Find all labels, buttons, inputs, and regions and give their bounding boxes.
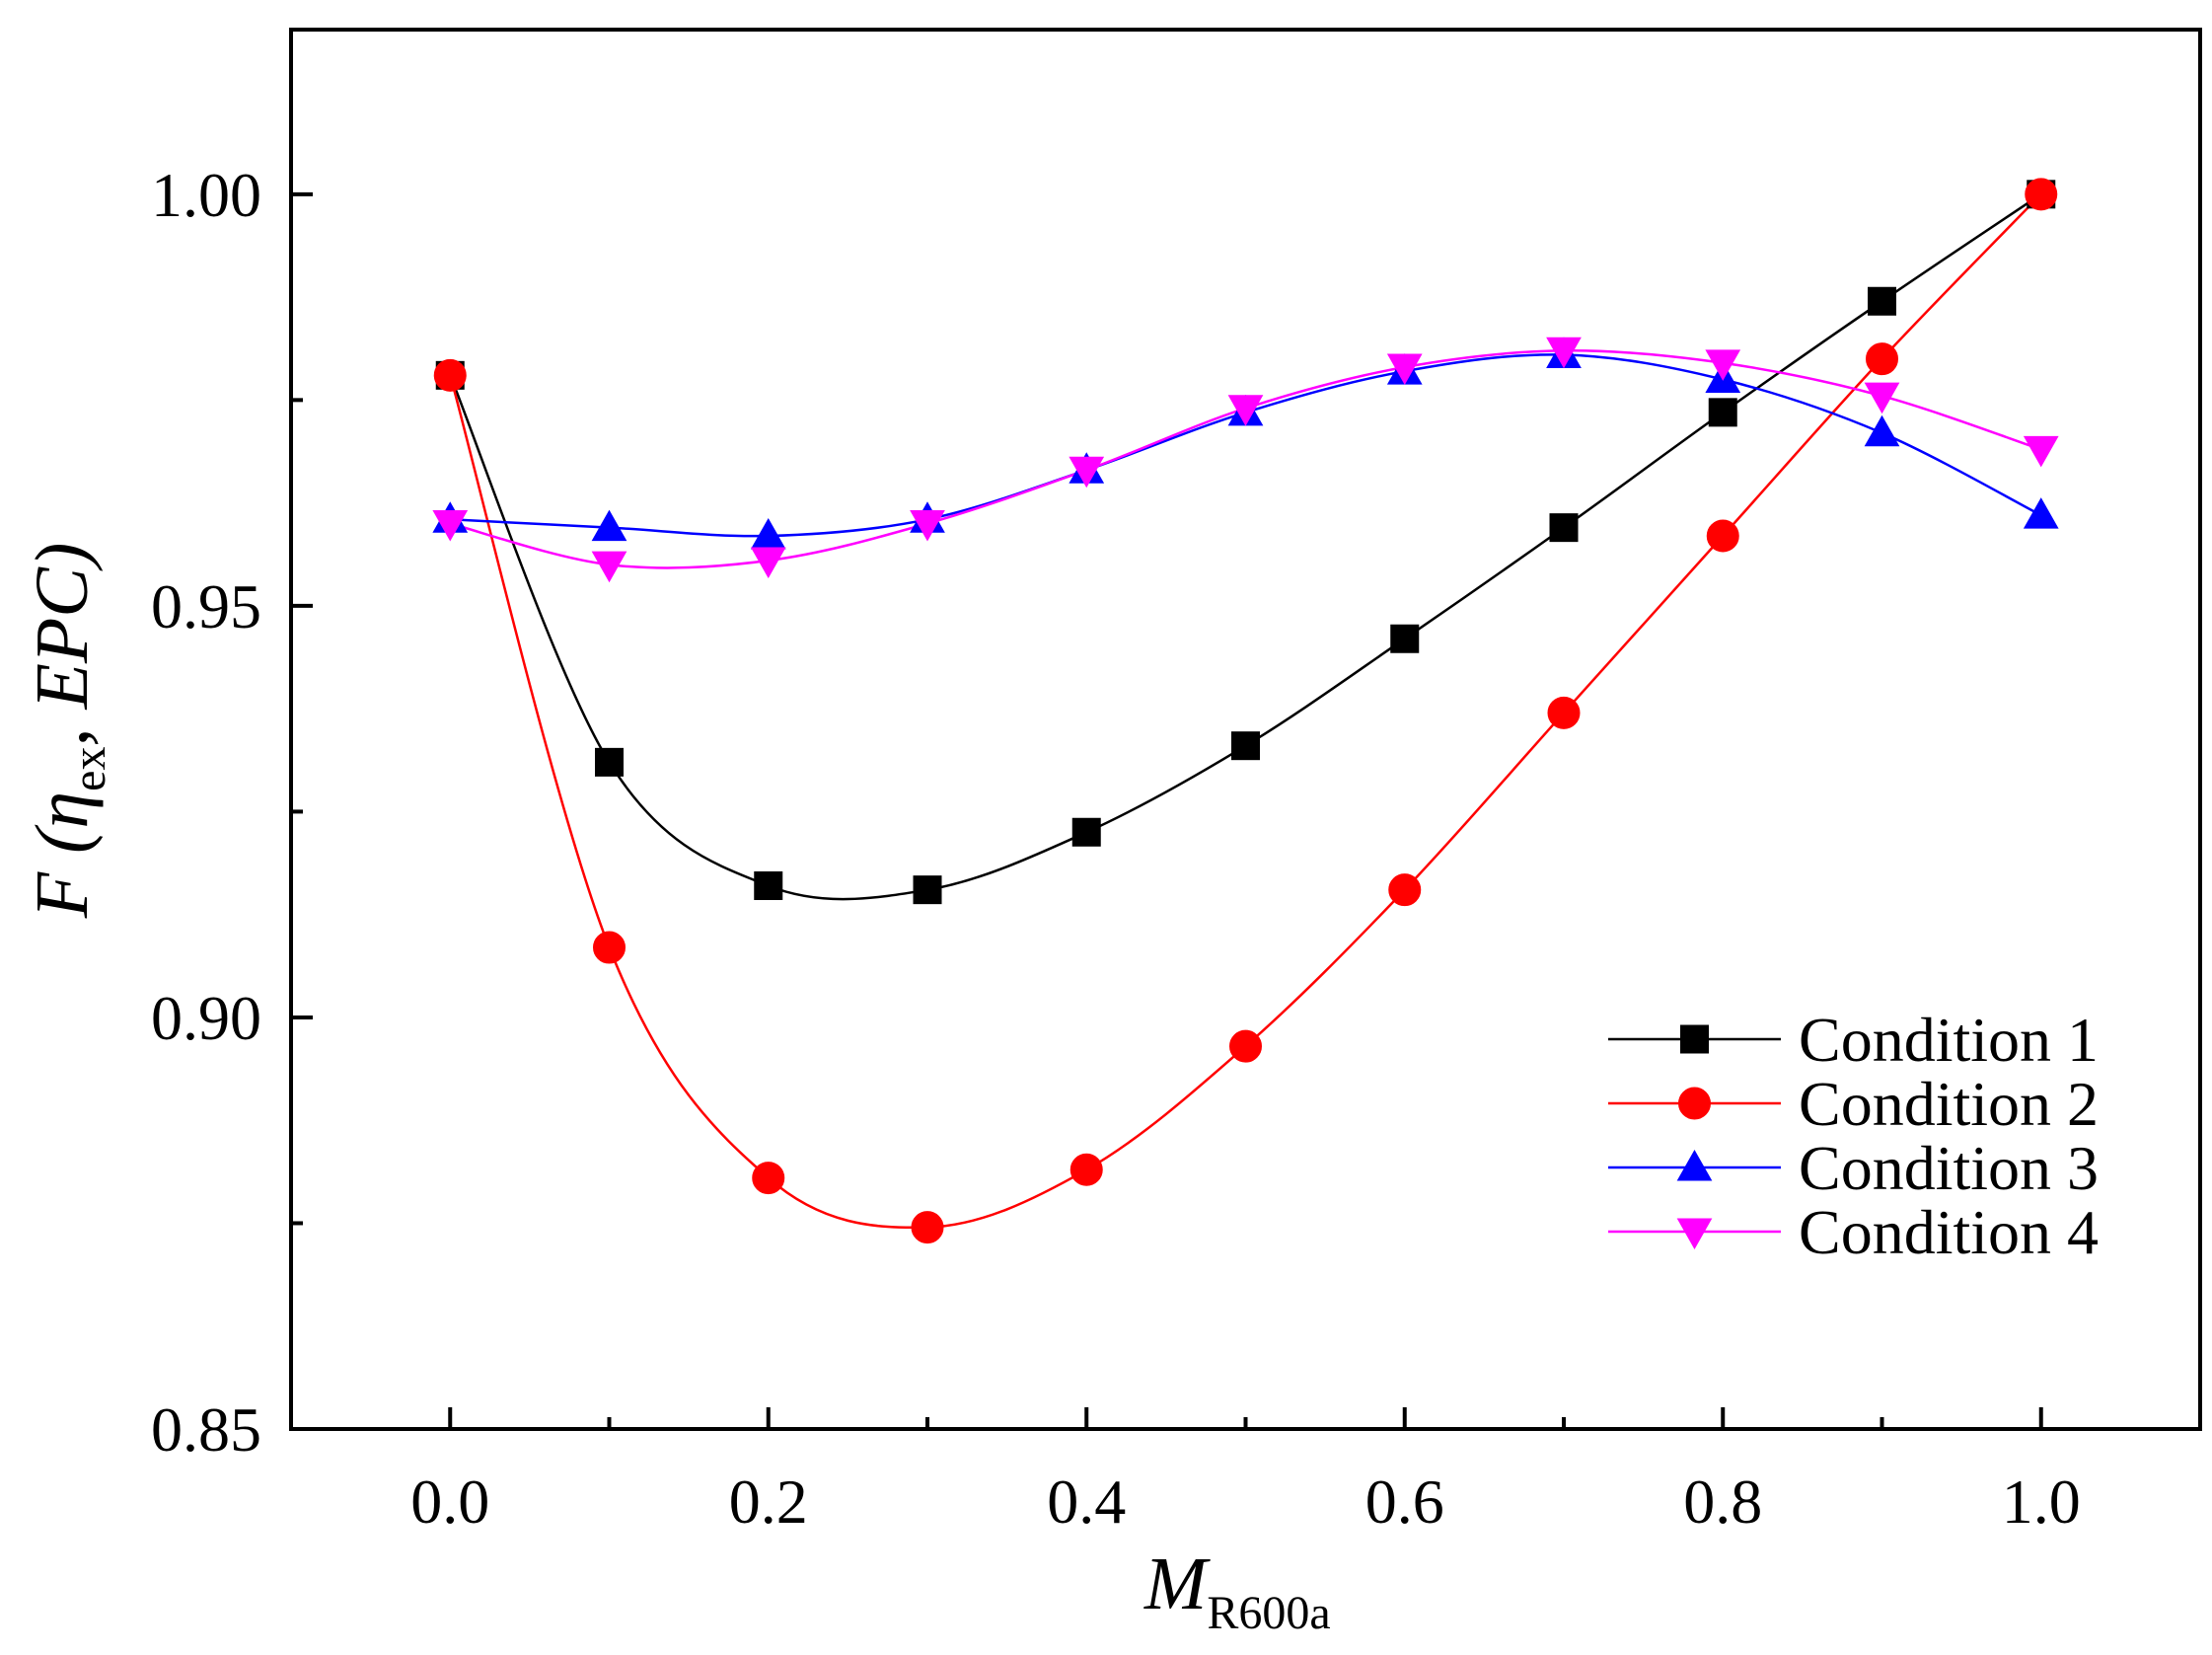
data-point-condition-4 [1546,337,1582,369]
y-axis-title-suffix: , EPC) [21,543,104,747]
series-markers [432,178,2059,1244]
legend-label: Condition 3 [1799,1133,2099,1203]
series-points-condition-4 [432,337,2059,583]
legend-item-condition-1: Condition 1 [1608,1005,2099,1075]
legend-marker [1676,1149,1713,1181]
x-tick-label: 0.0 [410,1467,489,1537]
data-point-condition-1 [1231,731,1260,761]
series-points-condition-3 [432,337,2059,550]
y-axis-title-prefix: F ( [21,824,104,919]
data-point-condition-2 [752,1162,785,1195]
series-line-condition-1 [449,192,2042,901]
x-tick-label: 0.6 [1365,1467,1444,1537]
legend-label: Condition 1 [1799,1005,2099,1075]
x-axis-title: MR600a [1143,1542,1331,1639]
data-point-condition-1 [913,875,942,905]
data-point-condition-4 [1864,382,1900,414]
legend-label: Condition 4 [1799,1197,2099,1267]
data-point-condition-1 [1071,817,1101,847]
data-point-condition-1 [1868,286,1896,316]
data-point-condition-3 [591,509,627,542]
x-tick-label: 1.0 [2002,1467,2081,1537]
data-point-condition-2 [2025,178,2058,211]
legend-marker [1678,1087,1711,1120]
data-point-condition-2 [1706,519,1739,553]
y-tick-labels: 0.85 0.90 0.95 1.00 [151,160,261,1465]
y-tick-label: 0.90 [151,983,261,1053]
data-point-condition-2 [1229,1029,1262,1063]
data-point-condition-4 [1069,456,1105,489]
series-line-condition-4 [449,348,2042,569]
data-point-condition-2 [1547,696,1581,729]
data-point-condition-1 [754,870,783,900]
data-point-condition-1 [1549,513,1579,543]
major-ticks [291,191,2043,1431]
x-tick-label: 0.8 [1683,1467,1762,1537]
data-point-condition-2 [911,1211,944,1244]
data-point-condition-2 [1866,342,1898,376]
data-point-condition-1 [1390,624,1420,653]
data-point-condition-3 [2023,497,2059,529]
data-point-condition-3 [750,517,786,550]
y-axis-title-eta: η [21,791,104,829]
y-axis-title: F (ηex, EPC) [21,543,115,920]
minor-ticks [291,398,1884,1429]
data-point-condition-2 [1069,1153,1103,1186]
legend-item-condition-2: Condition 2 [1608,1069,2099,1139]
x-axis-title-subscript: R600a [1207,1587,1330,1639]
y-axis-title-subscript: ex [63,747,115,791]
data-point-condition-4 [750,547,786,579]
x-axis-title-main: M [1143,1542,1211,1625]
y-tick-label: 1.00 [151,160,261,230]
plot-frame [289,28,2202,1431]
data-point-condition-4 [1386,353,1423,386]
legend-item-condition-4: Condition 4 [1608,1197,2099,1267]
series-points-condition-2 [433,178,2058,1244]
series-points-condition-1 [435,180,2056,905]
legend-label: Condition 2 [1799,1069,2099,1139]
data-point-condition-4 [1705,349,1741,381]
data-point-condition-4 [591,551,627,583]
data-point-condition-2 [593,931,626,964]
data-point-condition-2 [433,358,467,392]
legend-item-condition-3: Condition 3 [1608,1133,2099,1203]
data-point-condition-4 [910,509,945,542]
x-tick-labels: 0.0 0.2 0.4 0.6 0.8 1.0 [410,1467,2081,1537]
data-point-condition-1 [1708,398,1737,427]
data-point-condition-4 [2023,435,2059,468]
data-point-condition-2 [1388,873,1422,907]
series-line-condition-2 [449,192,2042,1230]
legend-marker [1680,1024,1709,1054]
y-tick-label: 0.85 [151,1394,261,1465]
x-tick-label: 0.4 [1047,1467,1126,1537]
data-point-condition-1 [595,747,624,777]
data-point-condition-3 [1864,414,1900,447]
legend-marker [1676,1218,1713,1250]
data-point-condition-4 [432,509,469,542]
x-tick-label: 0.2 [729,1467,808,1537]
data-point-condition-4 [1227,395,1264,426]
y-tick-label: 0.95 [151,571,261,641]
